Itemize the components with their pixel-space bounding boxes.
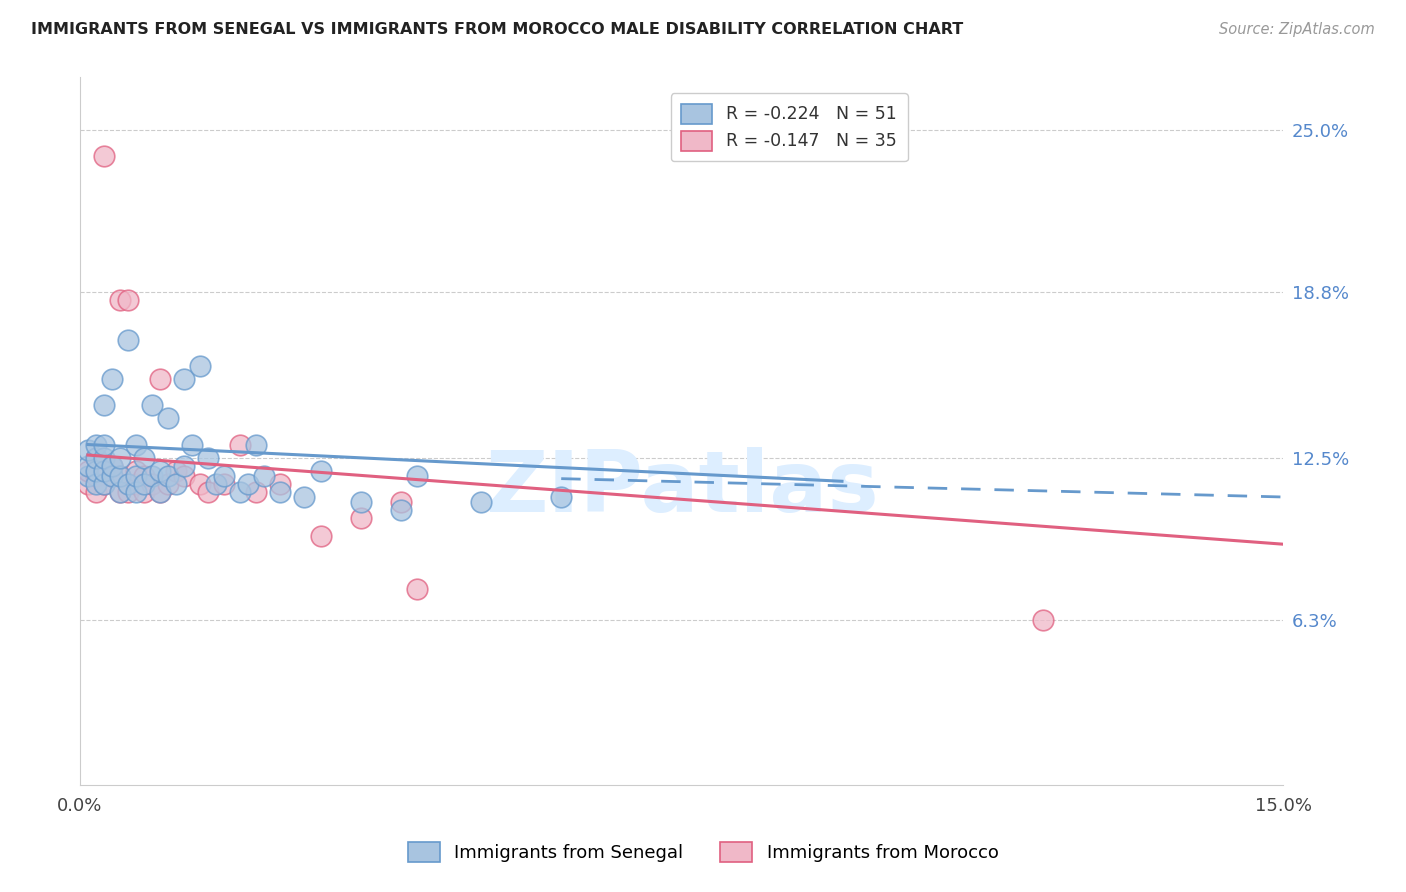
Point	[77, 442, 100, 457]
Point	[245, 437, 267, 451]
Point	[101, 458, 124, 473]
Point	[214, 476, 236, 491]
Point	[108, 484, 131, 499]
Point	[108, 469, 131, 483]
Point	[165, 476, 187, 491]
Point	[84, 437, 107, 451]
Point	[173, 469, 195, 483]
Point	[141, 469, 163, 483]
Point	[149, 464, 172, 478]
Point	[294, 490, 316, 504]
Point	[253, 469, 276, 483]
Legend: R = -0.224   N = 51, R = -0.147   N = 35: R = -0.224 N = 51, R = -0.147 N = 35	[671, 93, 907, 161]
Point	[108, 469, 131, 483]
Point	[84, 484, 107, 499]
Legend: Immigrants from Senegal, Immigrants from Morocco: Immigrants from Senegal, Immigrants from…	[401, 834, 1005, 870]
Point	[165, 464, 187, 478]
Point	[101, 469, 124, 483]
Point	[125, 464, 148, 478]
Point	[84, 450, 107, 465]
Point	[405, 582, 427, 596]
Point	[229, 437, 252, 451]
Point	[84, 469, 107, 483]
Point	[117, 293, 139, 308]
Point	[173, 372, 195, 386]
Point	[350, 511, 373, 525]
Point	[132, 469, 155, 483]
Point	[93, 464, 115, 478]
Point	[188, 359, 211, 373]
Point	[470, 495, 492, 509]
Point	[157, 476, 180, 491]
Point	[550, 490, 572, 504]
Point	[77, 476, 100, 491]
Point	[269, 476, 291, 491]
Point	[93, 149, 115, 163]
Point	[93, 450, 115, 465]
Point	[117, 333, 139, 347]
Point	[108, 450, 131, 465]
Text: ZIPatlas: ZIPatlas	[485, 447, 879, 530]
Point	[205, 476, 228, 491]
Text: Source: ZipAtlas.com: Source: ZipAtlas.com	[1219, 22, 1375, 37]
Point	[125, 437, 148, 451]
Point	[84, 450, 107, 465]
Point	[108, 484, 131, 499]
Point	[77, 458, 100, 473]
Text: IMMIGRANTS FROM SENEGAL VS IMMIGRANTS FROM MOROCCO MALE DISABILITY CORRELATION C: IMMIGRANTS FROM SENEGAL VS IMMIGRANTS FR…	[31, 22, 963, 37]
Point	[108, 293, 131, 308]
Point	[229, 484, 252, 499]
Point	[350, 495, 373, 509]
Point	[157, 469, 180, 483]
Point	[149, 484, 172, 499]
Point	[1032, 613, 1054, 627]
Point	[132, 484, 155, 499]
Point	[173, 458, 195, 473]
Point	[269, 484, 291, 499]
Point	[117, 484, 139, 499]
Point	[214, 469, 236, 483]
Point	[84, 464, 107, 478]
Point	[125, 469, 148, 483]
Point	[77, 469, 100, 483]
Point	[389, 495, 412, 509]
Point	[101, 458, 124, 473]
Point	[125, 476, 148, 491]
Point	[141, 398, 163, 412]
Point	[132, 476, 155, 491]
Point	[188, 476, 211, 491]
Point	[101, 469, 124, 483]
Point	[93, 476, 115, 491]
Point	[238, 476, 260, 491]
Point	[93, 476, 115, 491]
Point	[77, 464, 100, 478]
Point	[125, 484, 148, 499]
Point	[181, 437, 204, 451]
Point	[93, 398, 115, 412]
Point	[93, 437, 115, 451]
Point	[84, 476, 107, 491]
Point	[197, 484, 219, 499]
Point	[157, 411, 180, 425]
Point	[245, 484, 267, 499]
Point	[309, 464, 332, 478]
Point	[141, 476, 163, 491]
Point	[117, 476, 139, 491]
Point	[101, 372, 124, 386]
Point	[405, 469, 427, 483]
Point	[389, 503, 412, 517]
Point	[132, 450, 155, 465]
Point	[309, 529, 332, 543]
Point	[197, 450, 219, 465]
Point	[149, 484, 172, 499]
Point	[149, 372, 172, 386]
